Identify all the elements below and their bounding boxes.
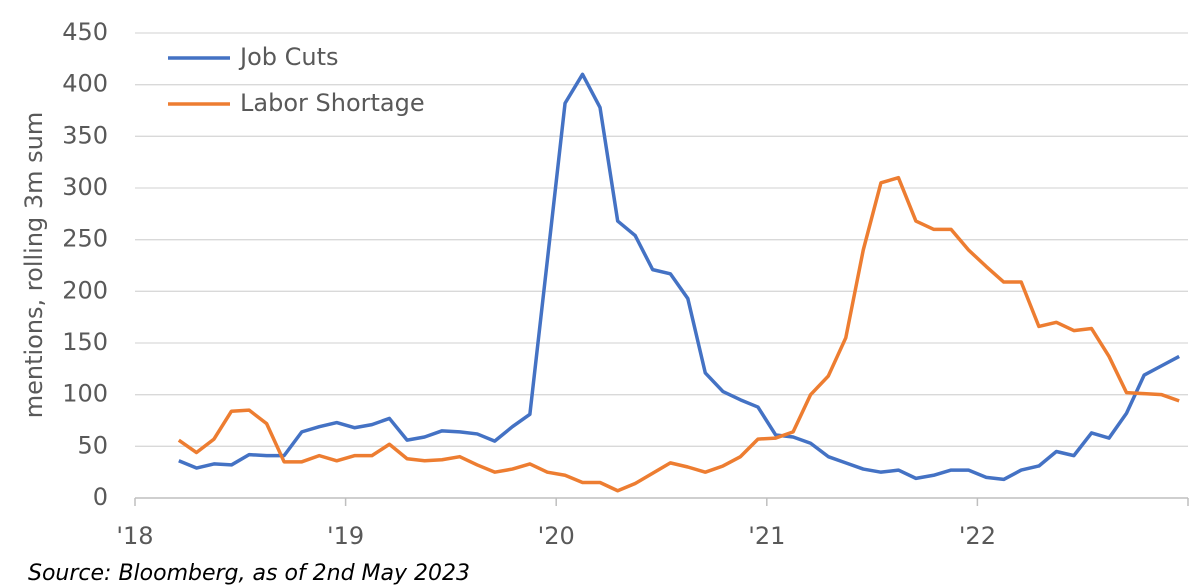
y-tick-label: 200 — [62, 276, 108, 304]
y-tick-label: 50 — [77, 431, 108, 459]
source-note: Source: Bloomberg, as of 2nd May 2023 — [28, 561, 470, 586]
y-tick-label: 400 — [62, 70, 108, 98]
x-tick-label: '20 — [538, 522, 575, 550]
x-tick-label: '22 — [959, 522, 996, 550]
y-tick-label: 0 — [93, 483, 108, 511]
line-series — [177, 175, 1180, 493]
y-tick-label: 300 — [62, 173, 108, 201]
x-tick-label: '18 — [116, 522, 153, 550]
line-series — [178, 72, 1180, 482]
x-tick-label: '21 — [748, 522, 785, 550]
y-tick-label: 150 — [62, 328, 108, 356]
legend-label: Labor Shortage — [240, 89, 425, 117]
y-tick-label: 100 — [62, 380, 108, 408]
y-tick-label: 350 — [62, 121, 108, 149]
x-tick-label: '19 — [327, 522, 364, 550]
y-axis-label: mentions, rolling 3m sum — [20, 112, 48, 419]
y-tick-label: 250 — [62, 225, 108, 253]
legend-label: Job Cuts — [238, 43, 339, 71]
y-tick-label: 450 — [62, 18, 108, 46]
